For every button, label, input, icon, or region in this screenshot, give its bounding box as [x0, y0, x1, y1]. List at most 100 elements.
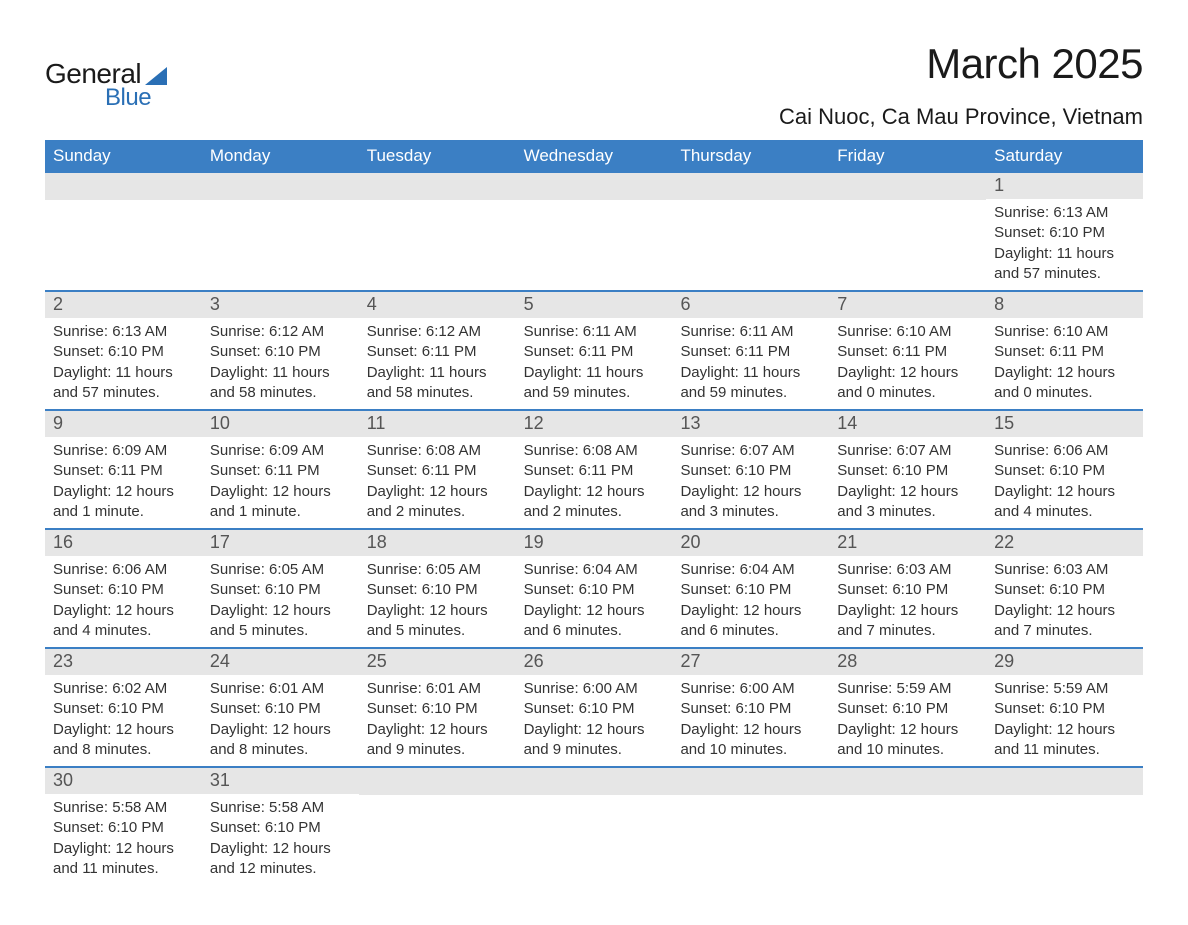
day-cell-25: 25Sunrise: 6:01 AMSunset: 6:10 PMDayligh…: [359, 649, 516, 766]
day-number: 17: [202, 530, 359, 556]
week-row: 23Sunrise: 6:02 AMSunset: 6:10 PMDayligh…: [45, 649, 1143, 768]
day-daylight: Daylight: 11 hours and 58 minutes.: [210, 363, 351, 404]
day-sunset: Sunset: 6:11 PM: [367, 461, 508, 481]
weekday-monday: Monday: [202, 140, 359, 173]
day-daylight: Daylight: 12 hours and 6 minutes.: [524, 601, 665, 642]
day-sunrise: Sunrise: 6:01 AM: [210, 679, 351, 699]
day-sunrise: Sunrise: 6:11 AM: [524, 322, 665, 342]
day-daylight: Daylight: 11 hours and 57 minutes.: [994, 244, 1135, 285]
day-sunrise: Sunrise: 5:59 AM: [837, 679, 978, 699]
empty-day-cell: [202, 173, 359, 290]
day-cell-1: 1Sunrise: 6:13 AMSunset: 6:10 PMDaylight…: [986, 173, 1143, 290]
day-daylight: Daylight: 12 hours and 3 minutes.: [837, 482, 978, 523]
day-daylight: Daylight: 12 hours and 11 minutes.: [53, 839, 194, 880]
day-cell-17: 17Sunrise: 6:05 AMSunset: 6:10 PMDayligh…: [202, 530, 359, 647]
day-cell-31: 31Sunrise: 5:58 AMSunset: 6:10 PMDayligh…: [202, 768, 359, 885]
logo-triangle-icon: [145, 67, 167, 85]
day-sunrise: Sunrise: 5:58 AM: [53, 798, 194, 818]
title-block: March 2025 Cai Nuoc, Ca Mau Province, Vi…: [779, 40, 1143, 130]
day-number: 31: [202, 768, 359, 794]
day-cell-14: 14Sunrise: 6:07 AMSunset: 6:10 PMDayligh…: [829, 411, 986, 528]
day-sunrise: Sunrise: 6:11 AM: [680, 322, 821, 342]
day-cell-10: 10Sunrise: 6:09 AMSunset: 6:11 PMDayligh…: [202, 411, 359, 528]
day-cell-4: 4Sunrise: 6:12 AMSunset: 6:11 PMDaylight…: [359, 292, 516, 409]
day-cell-16: 16Sunrise: 6:06 AMSunset: 6:10 PMDayligh…: [45, 530, 202, 647]
day-sunrise: Sunrise: 6:04 AM: [524, 560, 665, 580]
day-daylight: Daylight: 12 hours and 3 minutes.: [680, 482, 821, 523]
day-daylight: Daylight: 12 hours and 1 minute.: [210, 482, 351, 523]
weekday-tuesday: Tuesday: [359, 140, 516, 173]
day-number: 28: [829, 649, 986, 675]
day-sunset: Sunset: 6:10 PM: [524, 580, 665, 600]
day-sunrise: Sunrise: 6:02 AM: [53, 679, 194, 699]
empty-day-cell: [359, 173, 516, 290]
day-cell-2: 2Sunrise: 6:13 AMSunset: 6:10 PMDaylight…: [45, 292, 202, 409]
week-row: 1Sunrise: 6:13 AMSunset: 6:10 PMDaylight…: [45, 173, 1143, 292]
empty-day-cell: [359, 768, 516, 885]
day-daylight: Daylight: 12 hours and 4 minutes.: [53, 601, 194, 642]
day-cell-11: 11Sunrise: 6:08 AMSunset: 6:11 PMDayligh…: [359, 411, 516, 528]
day-daylight: Daylight: 12 hours and 2 minutes.: [524, 482, 665, 523]
day-daylight: Daylight: 12 hours and 0 minutes.: [994, 363, 1135, 404]
day-sunrise: Sunrise: 6:05 AM: [367, 560, 508, 580]
day-sunrise: Sunrise: 6:00 AM: [680, 679, 821, 699]
day-sunset: Sunset: 6:10 PM: [994, 461, 1135, 481]
day-sunset: Sunset: 6:10 PM: [210, 699, 351, 719]
day-number: 26: [516, 649, 673, 675]
day-number: 7: [829, 292, 986, 318]
day-sunset: Sunset: 6:10 PM: [53, 699, 194, 719]
empty-daynum-bar: [359, 173, 516, 200]
day-number: 6: [672, 292, 829, 318]
day-sunrise: Sunrise: 6:09 AM: [53, 441, 194, 461]
header: General Blue March 2025 Cai Nuoc, Ca Mau…: [45, 40, 1143, 130]
week-row: 16Sunrise: 6:06 AMSunset: 6:10 PMDayligh…: [45, 530, 1143, 649]
day-cell-22: 22Sunrise: 6:03 AMSunset: 6:10 PMDayligh…: [986, 530, 1143, 647]
day-sunrise: Sunrise: 6:08 AM: [524, 441, 665, 461]
day-sunset: Sunset: 6:10 PM: [210, 580, 351, 600]
day-sunset: Sunset: 6:10 PM: [210, 818, 351, 838]
day-sunrise: Sunrise: 6:00 AM: [524, 679, 665, 699]
day-number: 4: [359, 292, 516, 318]
day-cell-19: 19Sunrise: 6:04 AMSunset: 6:10 PMDayligh…: [516, 530, 673, 647]
day-sunset: Sunset: 6:10 PM: [367, 580, 508, 600]
day-cell-29: 29Sunrise: 5:59 AMSunset: 6:10 PMDayligh…: [986, 649, 1143, 766]
day-daylight: Daylight: 12 hours and 2 minutes.: [367, 482, 508, 523]
day-daylight: Daylight: 12 hours and 1 minute.: [53, 482, 194, 523]
day-sunset: Sunset: 6:11 PM: [53, 461, 194, 481]
day-cell-24: 24Sunrise: 6:01 AMSunset: 6:10 PMDayligh…: [202, 649, 359, 766]
day-cell-21: 21Sunrise: 6:03 AMSunset: 6:10 PMDayligh…: [829, 530, 986, 647]
day-sunset: Sunset: 6:10 PM: [680, 699, 821, 719]
day-cell-12: 12Sunrise: 6:08 AMSunset: 6:11 PMDayligh…: [516, 411, 673, 528]
month-title: March 2025: [779, 40, 1143, 88]
day-sunrise: Sunrise: 6:07 AM: [837, 441, 978, 461]
day-number: 25: [359, 649, 516, 675]
empty-daynum-bar: [829, 768, 986, 795]
logo-text-blue: Blue: [105, 84, 151, 112]
empty-day-cell: [672, 173, 829, 290]
day-sunset: Sunset: 6:10 PM: [680, 580, 821, 600]
day-sunset: Sunset: 6:11 PM: [837, 342, 978, 362]
day-daylight: Daylight: 12 hours and 10 minutes.: [837, 720, 978, 761]
day-sunrise: Sunrise: 5:58 AM: [210, 798, 351, 818]
day-sunset: Sunset: 6:10 PM: [53, 818, 194, 838]
day-cell-13: 13Sunrise: 6:07 AMSunset: 6:10 PMDayligh…: [672, 411, 829, 528]
day-sunrise: Sunrise: 6:07 AM: [680, 441, 821, 461]
day-number: 9: [45, 411, 202, 437]
day-daylight: Daylight: 12 hours and 7 minutes.: [994, 601, 1135, 642]
day-number: 24: [202, 649, 359, 675]
week-row: 30Sunrise: 5:58 AMSunset: 6:10 PMDayligh…: [45, 768, 1143, 885]
empty-day-cell: [672, 768, 829, 885]
day-sunset: Sunset: 6:11 PM: [524, 342, 665, 362]
day-daylight: Daylight: 12 hours and 9 minutes.: [524, 720, 665, 761]
day-number: 11: [359, 411, 516, 437]
day-number: 3: [202, 292, 359, 318]
weekday-saturday: Saturday: [986, 140, 1143, 173]
day-number: 15: [986, 411, 1143, 437]
day-sunrise: Sunrise: 6:06 AM: [53, 560, 194, 580]
day-sunset: Sunset: 6:10 PM: [994, 699, 1135, 719]
empty-day-cell: [516, 173, 673, 290]
day-sunset: Sunset: 6:10 PM: [994, 580, 1135, 600]
day-number: 16: [45, 530, 202, 556]
day-sunset: Sunset: 6:11 PM: [680, 342, 821, 362]
day-cell-7: 7Sunrise: 6:10 AMSunset: 6:11 PMDaylight…: [829, 292, 986, 409]
